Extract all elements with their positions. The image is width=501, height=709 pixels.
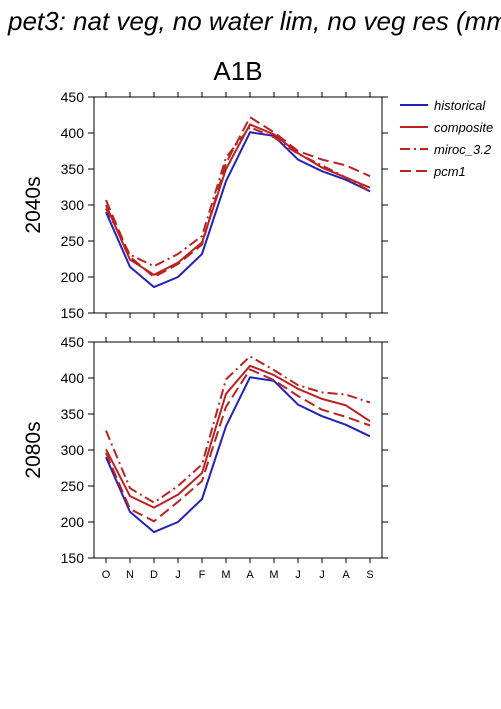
- legend-label: pcm1: [433, 164, 466, 179]
- y-tick-label: 450: [61, 334, 85, 350]
- x-tick-label: S: [366, 569, 373, 581]
- y-tick-label: 400: [61, 125, 85, 141]
- legend-label: historical: [434, 98, 486, 113]
- x-tick-label: J: [319, 569, 325, 581]
- x-tick-label: J: [295, 569, 301, 581]
- plot-frame: [93, 341, 383, 559]
- series-line-pcm1: [105, 116, 371, 278]
- series-line-composite: [105, 123, 371, 276]
- panel-2040s: 150 200 250 300 350 400 450 2040s: [22, 89, 388, 321]
- y-tick-label: 200: [61, 514, 85, 530]
- y-tick-label: 250: [61, 478, 85, 494]
- plot-frame: [93, 96, 383, 314]
- y-tick-label: 400: [61, 370, 85, 386]
- x-tick-label: J: [175, 569, 181, 581]
- panels: 150 200 250 300 350 400 450 2040s 150 200 250 300 35…: [22, 89, 388, 581]
- x-tick-label: O: [102, 569, 111, 581]
- y-tick-label: 300: [61, 197, 85, 213]
- legend-label: miroc_3.2: [434, 142, 492, 157]
- y-tick-label: 350: [61, 406, 85, 422]
- legend-label: composite: [434, 120, 493, 135]
- x-tick-label: M: [221, 569, 230, 581]
- x-tick-label: D: [150, 569, 158, 581]
- x-tick-label: A: [342, 569, 350, 581]
- series-line-miroc-3-2: [105, 126, 371, 268]
- panel-label: 2040s: [22, 176, 45, 233]
- scenario-title: A1B: [213, 56, 262, 86]
- panel-label: 2080s: [22, 421, 45, 478]
- y-tick-label: 150: [61, 305, 85, 321]
- y-tick-label: 350: [61, 161, 85, 177]
- y-tick-label: 200: [61, 269, 85, 285]
- legend: historical composite miroc_3.2 pcm1: [400, 98, 493, 179]
- series-line-historical: [105, 376, 371, 534]
- series-line-historical: [105, 131, 371, 289]
- y-tick-label: 150: [61, 550, 85, 566]
- y-tick-label: 450: [61, 89, 85, 105]
- x-tick-label: F: [199, 569, 206, 581]
- y-tick-label: 300: [61, 442, 85, 458]
- series-line-miroc-3-2: [105, 355, 371, 504]
- figure-title: pet3: nat veg, no water lim, no veg res …: [7, 6, 501, 36]
- series-line-composite: [105, 364, 371, 509]
- x-tick-label: A: [246, 569, 254, 581]
- series-line-pcm1: [105, 368, 371, 523]
- x-tick-label: M: [269, 569, 278, 581]
- y-tick-label: 250: [61, 233, 85, 249]
- x-tick-label: N: [126, 569, 134, 581]
- panel-2080s: 150 200 250 300 350 400 450 O N D J F M A M J J A S 2080s: [22, 334, 388, 581]
